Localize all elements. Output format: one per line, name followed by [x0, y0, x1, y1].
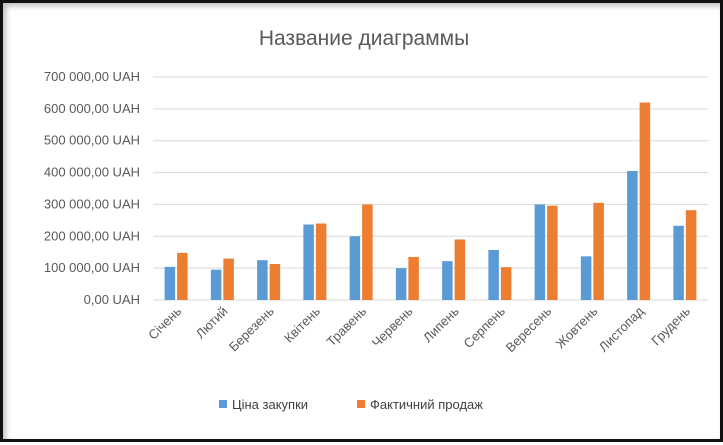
x-tick-label: Липень: [420, 303, 462, 345]
x-tick-label: Грудень: [648, 303, 693, 348]
legend-swatch-0: [219, 400, 227, 408]
bar-sales-2: [269, 264, 281, 300]
bar-purchase-6: [442, 261, 453, 300]
legend: Ціна закупки Фактичний продаж: [219, 397, 483, 412]
bar-purchase-1: [210, 269, 222, 300]
bar-sales-10: [639, 102, 651, 300]
bar-purchase-7: [488, 249, 499, 300]
x-tick-label: Березень: [226, 303, 277, 354]
y-tick-label: 100 000,00 UAH: [44, 260, 140, 275]
x-tick-label: Червень: [369, 303, 416, 350]
bar-purchase-11: [673, 225, 684, 300]
bar-purchase-2: [257, 260, 268, 300]
bars: [164, 102, 697, 300]
y-tick-label: 600 000,00 UAH: [44, 101, 140, 116]
bar-sales-1: [223, 258, 234, 300]
bar-sales-6: [454, 239, 466, 300]
y-tick-label: 200 000,00 UAH: [44, 228, 140, 243]
bar-sales-7: [500, 267, 512, 300]
x-tick-label: Серпень: [461, 303, 509, 351]
bar-purchase-0: [164, 266, 176, 300]
legend-label-1: Фактичний продаж: [370, 397, 483, 412]
x-tick-label: Квітень: [281, 303, 323, 345]
bar-purchase-4: [349, 236, 361, 300]
bar-sales-0: [177, 252, 188, 300]
y-axis-tick-labels: 0,00 UAH 100 000,00 UAH 200 000,00 UAH 300 …: [44, 69, 140, 307]
bar-sales-11: [685, 210, 697, 300]
x-tick-label: Листопад: [596, 303, 647, 354]
bar-sales-5: [408, 256, 419, 300]
x-tick-label: Лютий: [193, 304, 231, 342]
y-tick-label: 500 000,00 UAH: [44, 133, 140, 148]
x-tick-label: Травень: [324, 303, 370, 349]
bar-sales-8: [547, 205, 558, 300]
bar-purchase-3: [303, 224, 314, 300]
bar-sales-4: [362, 204, 373, 300]
legend-swatch-1: [357, 400, 365, 408]
bar-purchase-9: [580, 256, 592, 300]
y-tick-label: 300 000,00 UAH: [44, 196, 140, 211]
bar-purchase-8: [534, 204, 546, 300]
x-tick-label: Жовтень: [553, 303, 601, 351]
bar-chart: Название диаграммы 0,00 UAH 100 000,00 UA…: [44, 27, 708, 412]
legend-label-0: Ціна закупки: [232, 397, 308, 412]
x-tick-label: Січень: [145, 303, 184, 342]
bar-sales-9: [593, 202, 604, 300]
bar-sales-3: [315, 223, 327, 300]
y-tick-label: 0,00 UAH: [84, 292, 140, 307]
bar-purchase-10: [627, 170, 638, 300]
bar-purchase-5: [395, 268, 407, 300]
gridlines: [153, 76, 708, 301]
chart-title: Название диаграммы: [259, 27, 469, 50]
y-tick-label: 400 000,00 UAH: [44, 165, 140, 180]
y-tick-label: 700 000,00 UAH: [44, 69, 140, 84]
x-tick-label: Вересень: [503, 303, 555, 355]
